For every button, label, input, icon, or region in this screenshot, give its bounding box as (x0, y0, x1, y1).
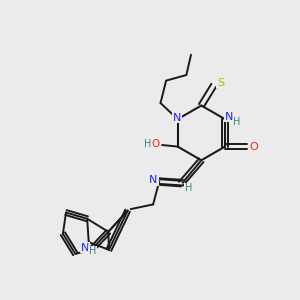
Text: N: N (149, 175, 157, 184)
Text: N: N (150, 175, 158, 185)
Text: N: N (225, 112, 233, 122)
Text: O: O (152, 139, 160, 149)
Text: S: S (217, 78, 224, 88)
Text: H: H (233, 117, 241, 127)
Text: O: O (249, 142, 258, 152)
Text: H: H (144, 139, 152, 149)
Text: H: H (185, 184, 193, 194)
Text: N: N (81, 243, 89, 253)
Text: H: H (184, 183, 192, 193)
Text: N: N (172, 113, 181, 123)
Text: H: H (89, 246, 96, 256)
